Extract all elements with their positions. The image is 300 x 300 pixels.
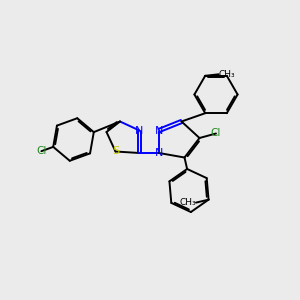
Text: S: S — [112, 146, 119, 157]
Text: CH₃: CH₃ — [179, 198, 196, 207]
Text: CH₃: CH₃ — [219, 70, 235, 79]
Text: N: N — [155, 125, 163, 136]
Text: Cl: Cl — [36, 146, 46, 156]
Text: Cl: Cl — [211, 128, 221, 139]
Text: N: N — [155, 148, 163, 158]
Text: N: N — [135, 125, 144, 136]
